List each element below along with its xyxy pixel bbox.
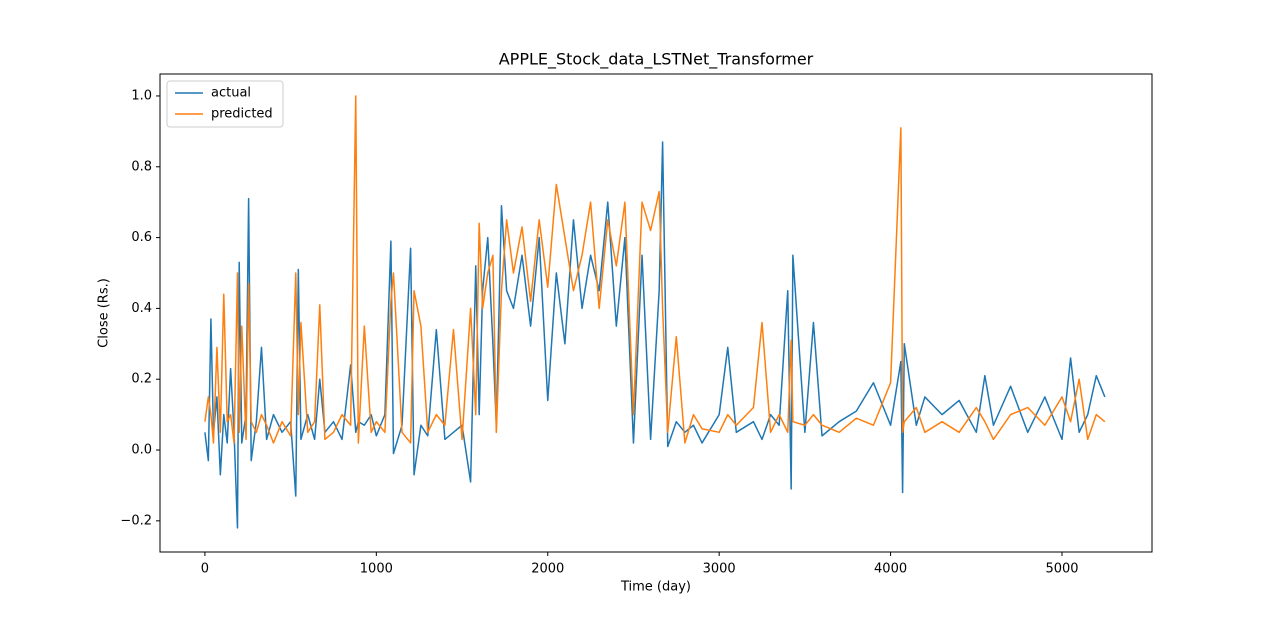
y-tick-label: 0.0 [131,443,152,458]
plot-frame [159,73,1153,553]
chart-title: APPLE_Stock_data_LSTNet_Transformer [499,50,814,70]
x-tick-label: 0 [201,562,209,577]
y-tick-label: 0.4 [131,301,152,316]
x-tick-label: 5000 [1045,562,1078,577]
x-axis-label: Time (day) [620,580,691,595]
y-tick-label: 0.8 [131,159,152,174]
x-tick-label: 4000 [874,562,907,577]
x-tick-label: 1000 [360,562,393,577]
y-tick-label: 1.0 [131,88,152,103]
data-line [204,141,1106,529]
data-line [204,95,1106,444]
x-tick-label: 3000 [703,562,736,577]
legend-label: actual [211,86,251,101]
legend-label: predicted [211,107,273,122]
x-tick-label: 2000 [531,562,564,577]
y-tick-label: 0.2 [131,372,152,387]
y-tick-label: −0.2 [120,513,152,528]
y-tick-label: 0.6 [131,230,152,245]
y-axis-label: Close (Rs.) [97,278,112,348]
